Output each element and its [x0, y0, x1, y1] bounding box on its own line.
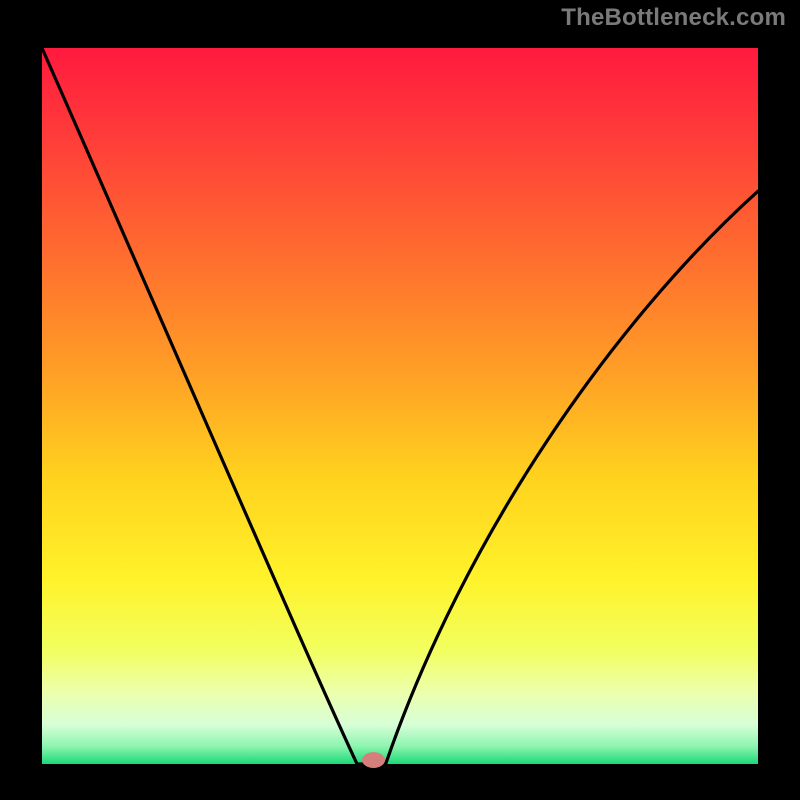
plot-background: [42, 48, 758, 764]
optimal-marker: [362, 752, 385, 768]
bottleneck-chart: [0, 0, 800, 800]
watermark-text: TheBottleneck.com: [561, 4, 786, 32]
chart-frame: TheBottleneck.com: [0, 0, 800, 800]
